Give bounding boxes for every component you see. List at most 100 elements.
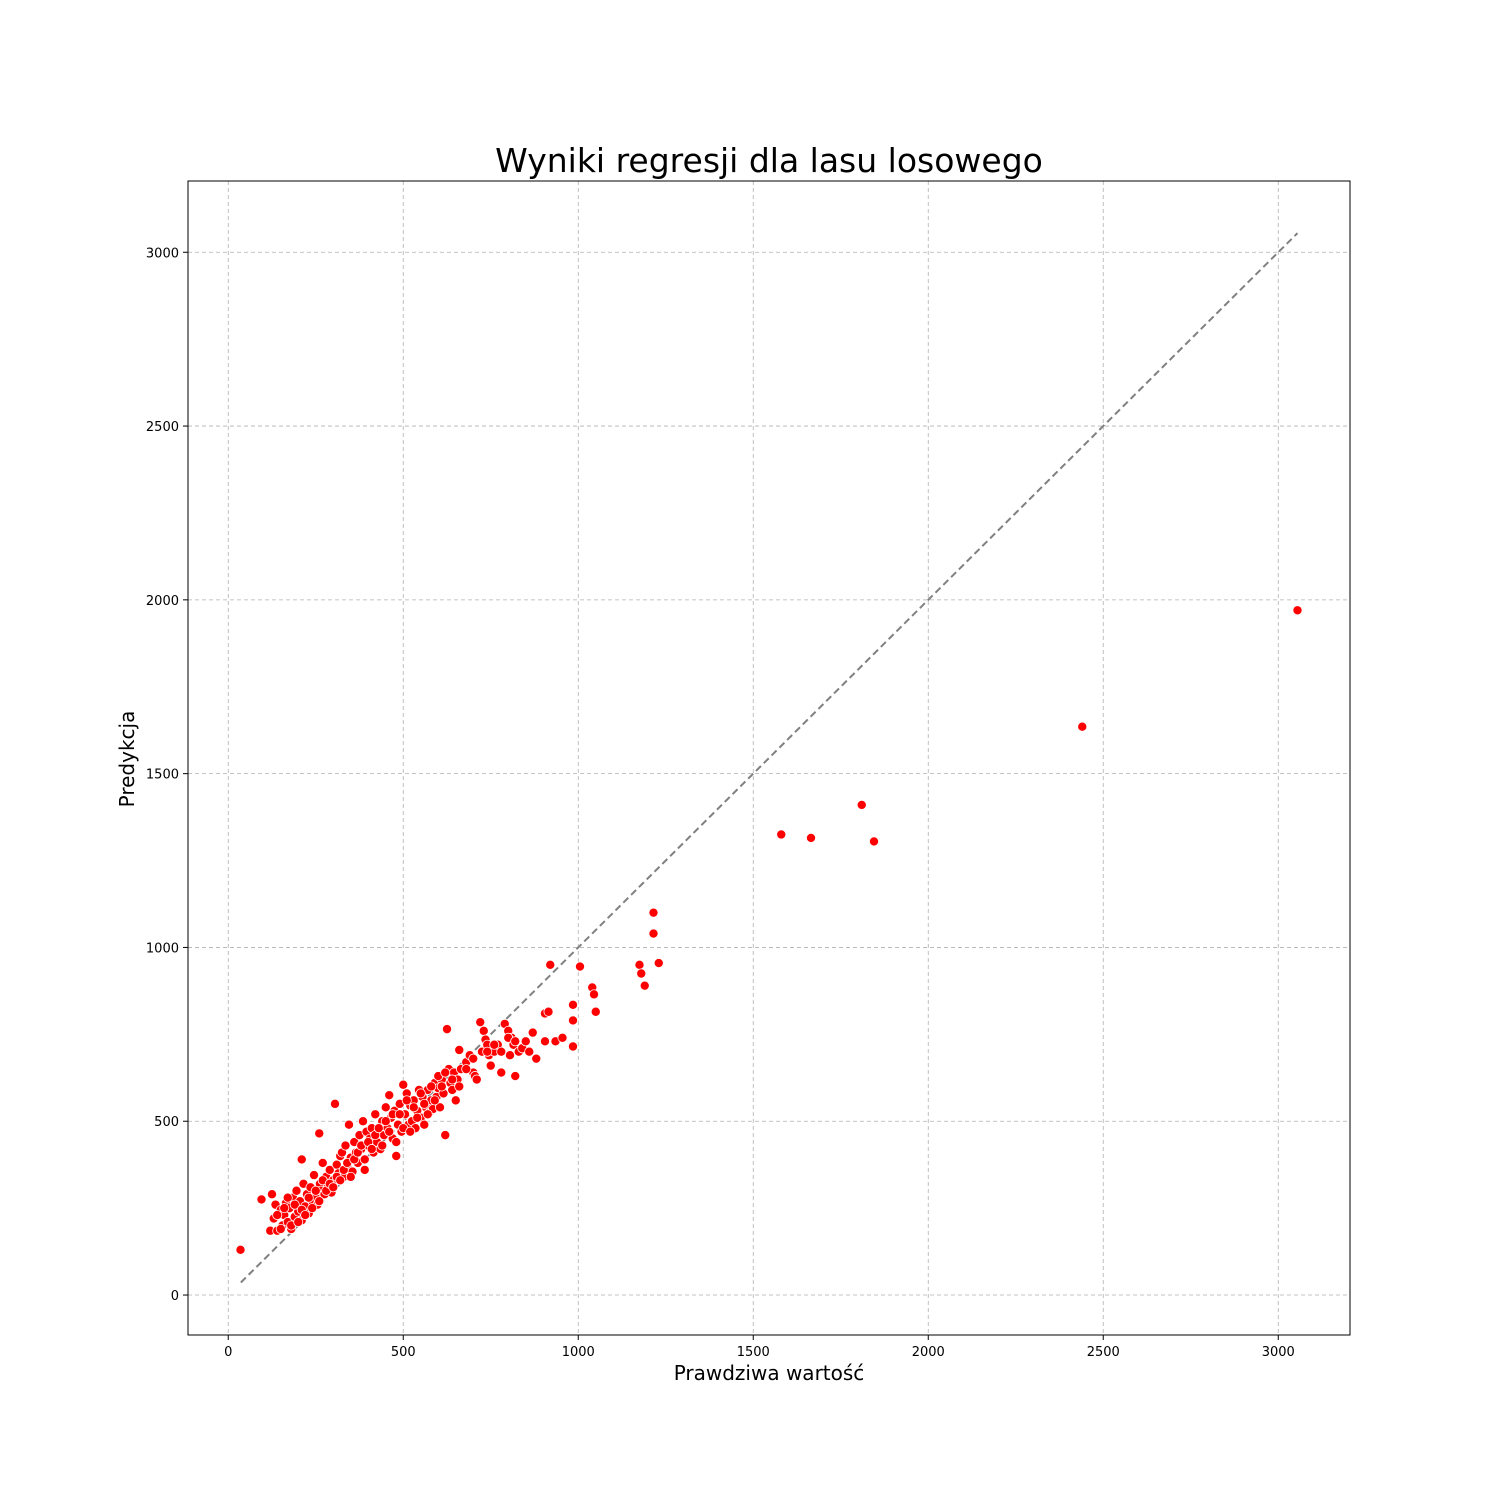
data-point	[279, 1203, 290, 1214]
data-point	[568, 1041, 579, 1052]
data-point	[639, 980, 650, 991]
data-point	[482, 1046, 493, 1057]
data-point	[429, 1095, 440, 1106]
y-axis-ticks: 0 500 1000 1500 2000 2500 3000	[146, 246, 188, 1304]
data-point	[776, 829, 787, 840]
data-point	[543, 1006, 554, 1017]
data-point	[419, 1119, 430, 1130]
data-point	[648, 907, 659, 918]
data-point	[454, 1081, 465, 1092]
data-point	[398, 1079, 409, 1090]
data-point	[345, 1171, 356, 1182]
data-point	[370, 1109, 381, 1120]
x-tick-label: 1500	[737, 1345, 770, 1360]
data-point	[450, 1095, 461, 1106]
data-point	[380, 1102, 391, 1113]
y-tick-label: 3000	[146, 246, 179, 261]
data-point	[869, 836, 880, 847]
data-point	[475, 1017, 486, 1028]
data-point	[426, 1081, 437, 1092]
data-point	[510, 1071, 521, 1082]
data-point	[568, 999, 579, 1010]
data-point	[545, 959, 556, 970]
x-axis-label: Prawdziwa wartość	[674, 1361, 865, 1385]
data-point	[527, 1027, 538, 1038]
plot-frame	[187, 180, 1351, 1336]
data-point	[384, 1126, 395, 1137]
data-point	[496, 1067, 507, 1078]
data-point	[485, 1060, 496, 1071]
data-point	[303, 1192, 314, 1203]
data-point	[434, 1102, 445, 1113]
data-point	[496, 1046, 507, 1057]
data-point	[590, 1006, 601, 1017]
x-tick-label: 0	[224, 1345, 232, 1360]
data-point	[415, 1088, 426, 1099]
data-point	[343, 1119, 354, 1130]
data-point	[310, 1185, 321, 1196]
x-tick-label: 3000	[1262, 1345, 1295, 1360]
data-point	[1292, 605, 1303, 616]
data-point	[412, 1112, 423, 1123]
data-point	[524, 1046, 535, 1057]
data-point	[856, 799, 867, 810]
data-point	[401, 1095, 412, 1106]
data-point	[440, 1130, 451, 1141]
data-point	[293, 1217, 304, 1228]
data-point	[328, 1182, 339, 1193]
data-point	[296, 1154, 307, 1165]
data-point	[384, 1090, 395, 1101]
x-tick-label: 2500	[1087, 1345, 1120, 1360]
data-point	[324, 1164, 335, 1175]
data-point	[289, 1199, 300, 1210]
data-point	[235, 1244, 246, 1255]
data-point	[335, 1175, 346, 1186]
grid	[188, 181, 1350, 1335]
data-point	[359, 1164, 370, 1175]
data-point	[489, 1039, 500, 1050]
data-point	[461, 1064, 472, 1075]
y-tick-label: 0	[171, 1289, 179, 1304]
y-tick-label: 1000	[146, 941, 179, 956]
data-point	[275, 1223, 286, 1234]
data-point	[405, 1126, 416, 1137]
data-point	[329, 1098, 340, 1109]
x-tick-label: 1000	[562, 1345, 595, 1360]
y-tick-label: 500	[154, 1115, 179, 1130]
data-point	[282, 1192, 293, 1203]
data-point	[575, 961, 586, 972]
data-point	[436, 1081, 447, 1092]
data-point	[266, 1189, 277, 1200]
x-axis-ticks: 0 500 1000 1500 2000 2500 3000	[224, 1335, 1295, 1360]
data-points	[235, 605, 1303, 1255]
data-point	[589, 989, 600, 1000]
y-axis-label: Predykcja	[115, 711, 139, 808]
data-point	[510, 1036, 521, 1047]
data-point	[419, 1098, 430, 1109]
data-point	[648, 928, 659, 939]
data-point	[557, 1032, 568, 1043]
data-point	[357, 1116, 368, 1127]
data-point	[504, 1050, 515, 1061]
data-point	[1077, 721, 1088, 732]
y-tick-label: 2500	[146, 420, 179, 435]
chart-title: Wyniki regresji dla lasu losowego	[495, 141, 1043, 180]
data-point	[441, 1024, 452, 1035]
data-point	[520, 1036, 531, 1047]
data-point	[291, 1185, 302, 1196]
data-point	[256, 1194, 267, 1205]
data-point	[531, 1053, 542, 1064]
data-point	[314, 1128, 325, 1139]
data-point	[454, 1044, 465, 1055]
data-point	[272, 1210, 283, 1221]
data-point	[447, 1074, 458, 1085]
data-point	[468, 1053, 479, 1064]
data-point	[422, 1109, 433, 1120]
x-tick-label: 500	[391, 1345, 416, 1360]
data-point	[634, 959, 645, 970]
data-point	[806, 832, 817, 843]
data-point	[380, 1116, 391, 1127]
y-tick-label: 1500	[146, 768, 179, 783]
data-point	[366, 1144, 377, 1155]
